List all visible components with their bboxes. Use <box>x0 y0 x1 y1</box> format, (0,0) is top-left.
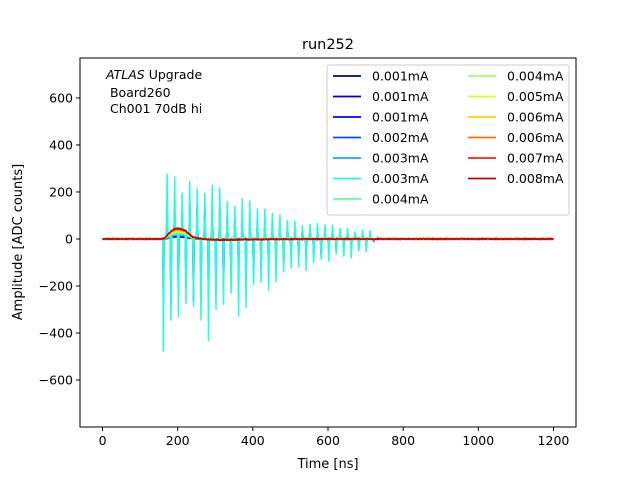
legend-box <box>326 64 570 216</box>
y-tick-label: 600 <box>49 90 73 105</box>
x-tick-label: 1000 <box>462 433 494 448</box>
y-axis-label: Amplitude [ADC counts] <box>11 164 26 320</box>
x-axis-label: Time [ns] <box>296 457 358 472</box>
y-tick-label: 0 <box>65 231 73 246</box>
x-tick-label: 600 <box>316 433 340 448</box>
board-label: Board260 <box>106 85 171 100</box>
legend-label: 0.008mA <box>507 171 564 186</box>
y-tick-label: −600 <box>39 372 73 387</box>
legend-label: 0.006mA <box>507 130 564 145</box>
atlas-annotation: ATLAS Upgrade Board260 Ch001 70dB hi <box>105 67 202 116</box>
legend-label: 0.002mA <box>372 130 429 145</box>
legend-label: 0.006mA <box>507 110 564 125</box>
x-tick-label: 1200 <box>538 433 570 448</box>
x-tick-label: 800 <box>391 433 415 448</box>
atlas-label: ATLAS <box>105 67 145 82</box>
y-tick-label: −400 <box>39 325 73 340</box>
legend-label: 0.004mA <box>372 192 429 207</box>
legend-label: 0.004mA <box>507 69 564 84</box>
y-tick-label: 400 <box>49 137 73 152</box>
x-tick-label: 200 <box>166 433 190 448</box>
legend-label: 0.003mA <box>372 171 429 186</box>
x-axis: 0 200 400 600 800 1000 1200 <box>99 427 570 448</box>
legend-label: 0.003mA <box>372 151 429 166</box>
channel-label: Ch001 70dB hi <box>106 101 202 116</box>
legend-label: 0.001mA <box>372 110 429 125</box>
svg-text:ATLAS Upgrade: ATLAS Upgrade <box>105 67 202 82</box>
y-tick-label: −200 <box>39 278 73 293</box>
legend: 0.001mA 0.001mA 0.001mA 0.002mA 0.003mA 0.003… <box>326 64 570 216</box>
legend-label: 0.007mA <box>507 151 564 166</box>
chart-title: run252 <box>302 37 354 53</box>
legend-label: 0.005mA <box>507 89 564 104</box>
legend-label: 0.001mA <box>372 89 429 104</box>
x-tick-label: 400 <box>241 433 265 448</box>
series-line <box>102 227 554 242</box>
x-tick-label: 0 <box>99 433 107 448</box>
y-tick-label: 200 <box>49 184 73 199</box>
y-axis: −600 −400 −200 0 200 400 600 <box>39 90 80 387</box>
series-layer <box>102 173 554 352</box>
legend-label: 0.001mA <box>372 69 429 84</box>
upgrade-label: Upgrade <box>145 67 203 82</box>
